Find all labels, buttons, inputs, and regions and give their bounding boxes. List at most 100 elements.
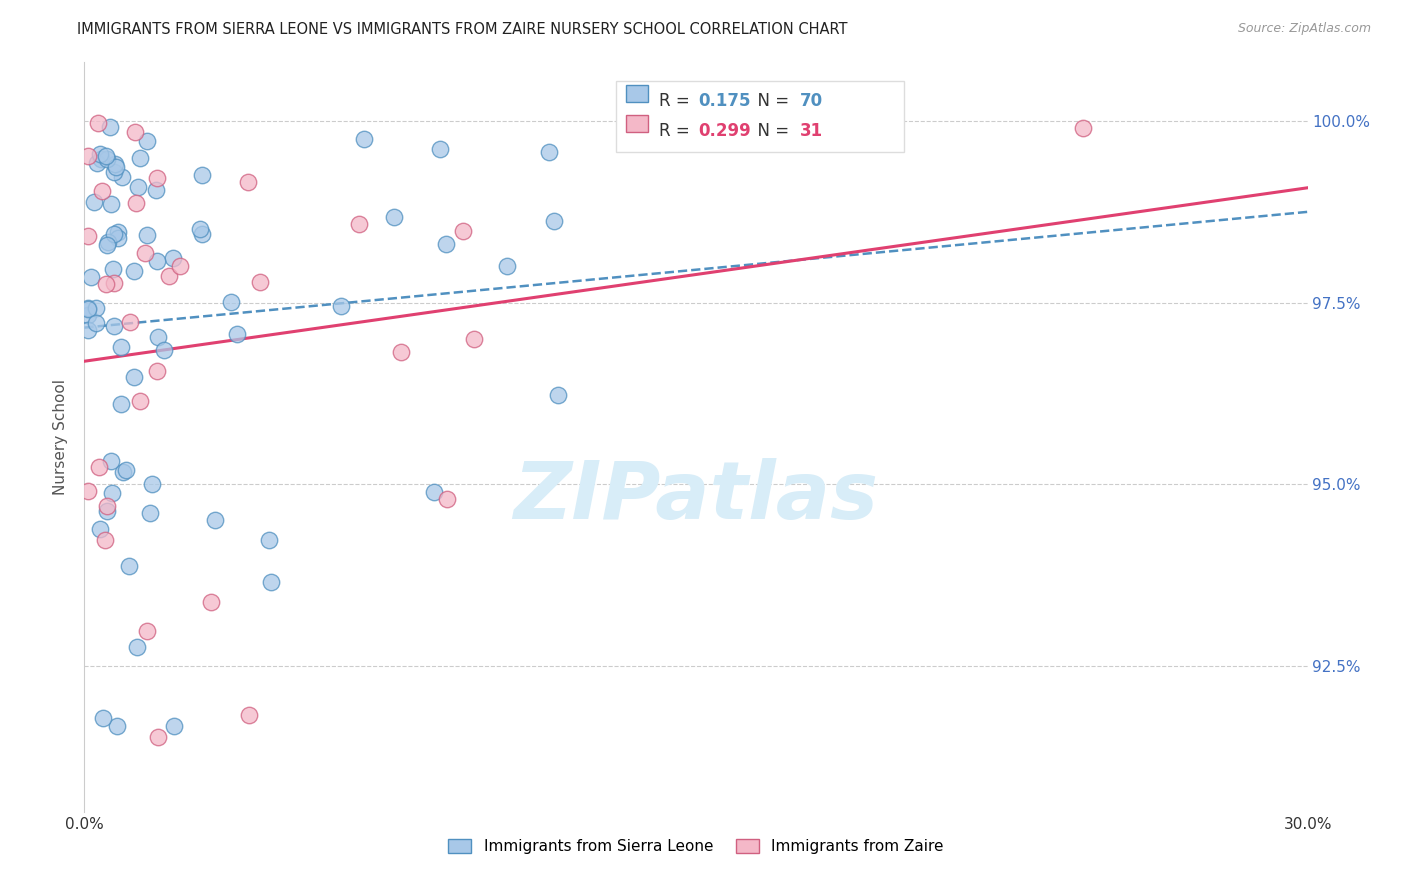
Point	[238, 707, 260, 722]
Point	[1073, 120, 1095, 135]
Point	[96, 499, 118, 513]
Point	[118, 559, 141, 574]
Point	[188, 222, 211, 236]
Point	[103, 319, 125, 334]
Point	[148, 330, 170, 344]
Point	[122, 370, 145, 384]
Point	[90, 152, 112, 166]
Point	[96, 153, 118, 167]
Text: IMMIGRANTS FROM SIERRA LEONE VS IMMIGRANTS FROM ZAIRE NURSERY SCHOOL CORRELATION: IMMIGRANTS FROM SIERRA LEONE VS IMMIGRAN…	[77, 22, 848, 37]
Point	[146, 730, 169, 744]
Point	[96, 504, 118, 518]
Bar	[626, 85, 648, 103]
Point	[87, 460, 110, 475]
Point	[91, 711, 114, 725]
Point	[110, 397, 132, 411]
Point	[163, 719, 186, 733]
Text: 70: 70	[800, 92, 823, 110]
Point	[77, 308, 100, 322]
Text: R =: R =	[659, 121, 696, 140]
Point	[94, 277, 117, 291]
Point	[125, 195, 148, 210]
Point	[136, 624, 159, 638]
Point	[135, 227, 157, 242]
Point	[429, 142, 451, 156]
Point	[153, 343, 176, 357]
Point	[538, 145, 561, 159]
Text: 31: 31	[800, 121, 823, 140]
Point	[451, 224, 474, 238]
Point	[107, 225, 129, 239]
Point	[389, 345, 412, 359]
Point	[145, 254, 167, 268]
Point	[104, 157, 127, 171]
Point	[86, 156, 108, 170]
Point	[434, 237, 457, 252]
Point	[84, 301, 107, 315]
Point	[141, 476, 163, 491]
FancyBboxPatch shape	[616, 81, 904, 153]
Point	[191, 168, 214, 182]
Point	[103, 227, 125, 242]
Point	[353, 132, 375, 146]
Point	[127, 179, 149, 194]
Point	[124, 125, 146, 139]
Point	[105, 719, 128, 733]
Point	[169, 259, 191, 273]
Point	[100, 485, 122, 500]
Point	[122, 264, 145, 278]
Point	[139, 507, 162, 521]
Point	[80, 269, 103, 284]
Point	[89, 146, 111, 161]
Point	[259, 533, 281, 548]
Point	[100, 196, 122, 211]
Point	[129, 394, 152, 409]
Point	[249, 275, 271, 289]
Point	[496, 259, 519, 273]
Point	[77, 483, 100, 498]
Point	[162, 252, 184, 266]
Point	[103, 164, 125, 178]
Text: 0.175: 0.175	[699, 92, 751, 110]
Point	[107, 231, 129, 245]
Point	[97, 235, 120, 250]
Point	[236, 175, 259, 189]
Point	[90, 184, 112, 198]
Point	[83, 194, 105, 209]
Text: N =: N =	[748, 121, 794, 140]
Text: R =: R =	[659, 92, 696, 110]
Point	[115, 463, 138, 477]
Point	[145, 183, 167, 197]
Point	[112, 465, 135, 479]
Point	[77, 302, 100, 317]
Point	[86, 116, 108, 130]
Point	[96, 238, 118, 252]
Point	[349, 217, 371, 231]
Point	[145, 364, 167, 378]
Point	[101, 262, 124, 277]
Point	[330, 299, 353, 313]
Point	[89, 522, 111, 536]
Point	[146, 171, 169, 186]
Point	[129, 152, 152, 166]
Point	[190, 227, 212, 242]
Point	[547, 388, 569, 402]
Point	[423, 484, 446, 499]
Point	[111, 170, 134, 185]
Y-axis label: Nursery School: Nursery School	[53, 379, 69, 495]
Point	[543, 214, 565, 228]
Text: 0.299: 0.299	[699, 121, 751, 140]
Text: ZIPatlas: ZIPatlas	[513, 458, 879, 536]
Point	[260, 574, 283, 589]
Point	[382, 210, 405, 224]
Legend: Immigrants from Sierra Leone, Immigrants from Zaire: Immigrants from Sierra Leone, Immigrants…	[443, 833, 949, 860]
Point	[463, 332, 485, 346]
Point	[77, 148, 100, 162]
Point	[136, 135, 159, 149]
Point	[105, 161, 128, 175]
Point	[134, 246, 156, 260]
Point	[110, 340, 132, 354]
Text: Source: ZipAtlas.com: Source: ZipAtlas.com	[1237, 22, 1371, 36]
Point	[159, 269, 181, 284]
Text: N =: N =	[748, 92, 794, 110]
